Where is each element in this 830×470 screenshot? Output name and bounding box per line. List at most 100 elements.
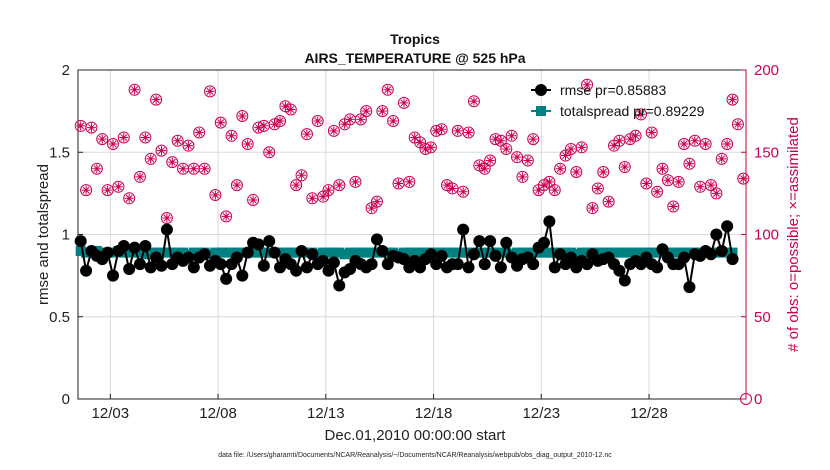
totalspread-point bbox=[361, 247, 372, 258]
obs-count-marker bbox=[85, 121, 98, 134]
y-tick-label: 0.5 bbox=[49, 309, 70, 326]
rmse-point bbox=[263, 235, 276, 248]
rmse-point bbox=[376, 244, 389, 257]
obs-count-marker bbox=[247, 193, 260, 206]
totalspread-point bbox=[452, 247, 463, 258]
y-axis-right: 0 50 100 150 200 bbox=[741, 62, 779, 408]
obs-count-marker bbox=[344, 113, 357, 126]
obs-count-marker bbox=[112, 180, 125, 193]
obs-count-marker bbox=[403, 175, 416, 188]
obs-assimilated-asterisk bbox=[383, 85, 393, 95]
obs-count-marker bbox=[564, 142, 577, 155]
obs-assimilated-asterisk bbox=[394, 179, 404, 189]
y-right-tick-label: 0 bbox=[754, 391, 762, 408]
obs-count-marker bbox=[139, 131, 152, 144]
rmse-point bbox=[473, 235, 486, 248]
y-tick-label: 0 bbox=[62, 391, 70, 408]
rmse-point bbox=[187, 261, 200, 274]
obs-count-marker bbox=[704, 179, 717, 192]
obs-assimilated-asterisk bbox=[566, 144, 576, 154]
totalspread-point bbox=[528, 247, 539, 258]
obs-count-marker bbox=[376, 105, 389, 118]
obs-possible-circle bbox=[300, 128, 313, 141]
x-tick-label: 12/03 bbox=[92, 405, 130, 422]
obs-count-marker bbox=[333, 179, 346, 192]
obs-count-marker bbox=[392, 177, 405, 190]
obs-assimilated-asterisk bbox=[539, 180, 549, 190]
rmse-point bbox=[123, 263, 136, 276]
obs-assimilated-asterisk bbox=[216, 118, 226, 128]
obs-possible-circle bbox=[290, 179, 303, 192]
obs-possible-circle bbox=[462, 126, 475, 139]
obs-count-marker bbox=[177, 162, 190, 175]
y-right-tick-label: 100 bbox=[754, 227, 779, 244]
obs-count-marker bbox=[559, 149, 572, 162]
rmse-point bbox=[214, 258, 227, 271]
chart-subtitle: AIRS_TEMPERATURE @ 525 hPa bbox=[304, 50, 525, 66]
totalspread-point bbox=[285, 247, 296, 258]
obs-assimilated-asterisk bbox=[695, 182, 705, 192]
rmse-point bbox=[489, 249, 502, 262]
obs-count-marker bbox=[414, 136, 427, 149]
obs-assimilated-asterisk bbox=[663, 175, 673, 185]
obs-possible-circle bbox=[667, 200, 680, 213]
obs-possible-circle bbox=[381, 83, 394, 96]
obs-count-marker bbox=[699, 138, 712, 151]
totalspread-point bbox=[328, 247, 339, 258]
obs-possible-circle bbox=[602, 195, 615, 208]
obs-assimilated-asterisk bbox=[480, 164, 490, 174]
obs-assimilated-asterisk bbox=[717, 154, 727, 164]
obs-possible-circle bbox=[295, 169, 308, 182]
obs-assimilated-asterisk bbox=[297, 170, 307, 180]
y-axis-left: 0 0.5 1 1.5 2 bbox=[49, 62, 83, 408]
rmse-point bbox=[365, 258, 378, 271]
obs-count-marker bbox=[198, 162, 211, 175]
obs-possible-circle bbox=[150, 93, 163, 106]
rmse-point bbox=[500, 236, 513, 249]
obs-assimilated-asterisk bbox=[108, 139, 118, 149]
obs-possible-circle bbox=[731, 118, 744, 131]
rmse-point bbox=[290, 264, 303, 277]
y-axis-label-right: # of obs: o=possible; ×=assimilated bbox=[785, 117, 802, 352]
obs-assimilated-asterisk bbox=[103, 185, 113, 195]
obs-count-marker bbox=[424, 141, 437, 154]
totalspread-point bbox=[625, 247, 636, 258]
obs-assimilated-asterisk bbox=[738, 174, 748, 184]
obs-count-marker bbox=[613, 134, 626, 147]
totalspread-point bbox=[355, 247, 366, 258]
obs-assimilated-asterisk bbox=[711, 188, 721, 198]
obs-possible-circle bbox=[672, 175, 685, 188]
rmse-point bbox=[300, 261, 313, 274]
rmse-point bbox=[268, 246, 281, 259]
obs-count-marker bbox=[575, 141, 588, 154]
obs-count-marker bbox=[467, 95, 480, 108]
obs-count-marker bbox=[618, 161, 631, 174]
obs-assimilated-asterisk bbox=[259, 121, 269, 131]
obs-possible-circle bbox=[284, 103, 297, 116]
obs-count-marker bbox=[672, 175, 685, 188]
obs-possible-circle bbox=[193, 126, 206, 139]
obs-count-marker bbox=[397, 96, 410, 109]
x-axis-label: Dec.01,2010 00:00:00 start bbox=[325, 427, 507, 444]
obs-count-marker bbox=[688, 134, 701, 147]
obs-possible-circle bbox=[247, 193, 260, 206]
totalspread-point bbox=[258, 247, 269, 258]
obs-assimilated-asterisk bbox=[598, 167, 608, 177]
obs-possible-circle bbox=[618, 161, 631, 174]
obs-count-marker bbox=[457, 185, 470, 198]
totalspread-point bbox=[517, 247, 528, 258]
rmse-point bbox=[252, 238, 265, 251]
obs-possible-circle bbox=[225, 129, 238, 142]
totalspread-point bbox=[576, 247, 587, 258]
rmse-point bbox=[651, 261, 664, 274]
obs-assimilated-asterisk bbox=[528, 134, 538, 144]
rmse-point bbox=[133, 258, 146, 271]
obs-count-marker bbox=[731, 118, 744, 131]
obs-count-marker bbox=[284, 103, 297, 116]
obs-count-marker bbox=[317, 190, 330, 203]
obs-assimilated-asterisk bbox=[135, 172, 145, 182]
totalspread-point bbox=[668, 247, 679, 258]
obs-assimilated-asterisk bbox=[210, 190, 220, 200]
obs-assimilated-asterisk bbox=[652, 187, 662, 197]
obs-possible-circle bbox=[737, 172, 750, 185]
